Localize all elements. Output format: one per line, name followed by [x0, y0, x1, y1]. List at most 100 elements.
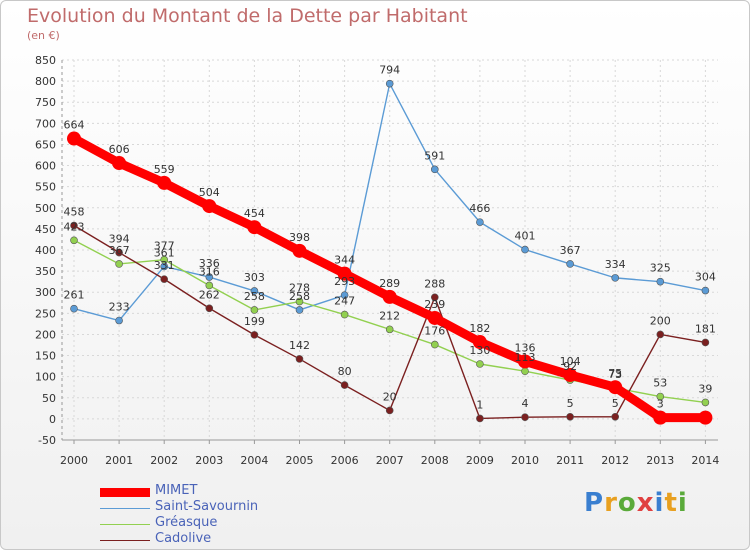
y-tick-label: 500	[35, 202, 56, 215]
point-saint-savournin	[521, 245, 529, 254]
legend-swatch-cadolive	[100, 540, 150, 541]
data-label-saint-savournin: 303	[244, 271, 265, 284]
point-cadolive	[701, 338, 710, 347]
data-label-gr-asque: 113	[515, 351, 536, 364]
data-label-cadolive: 262	[199, 288, 220, 301]
point-saint-savournin	[70, 304, 78, 313]
data-label-cadolive: 181	[695, 322, 716, 335]
point-gr-asque	[160, 255, 168, 264]
point-cadolive	[656, 330, 665, 339]
data-label-cadolive: 200	[650, 314, 671, 327]
point-gr-asque	[70, 236, 78, 245]
data-label-cadolive: 80	[338, 365, 352, 378]
x-tick-label: 2009	[466, 454, 494, 467]
point-saint-savournin	[385, 79, 394, 88]
point-saint-savournin	[205, 273, 214, 281]
data-label-mimet: 289	[379, 277, 400, 290]
point-gr-asque	[295, 297, 304, 306]
x-tick-label: 2006	[331, 454, 359, 467]
data-label-gr-asque: 53	[653, 377, 667, 390]
data-label-saint-savournin: 591	[424, 149, 445, 162]
data-label-gr-asque: 73	[608, 368, 622, 381]
y-tick-label: 650	[35, 138, 56, 151]
y-tick-label: 150	[35, 350, 56, 363]
legend-label-greasque: Gréasque	[155, 515, 218, 530]
x-tick-label: 2007	[376, 454, 404, 467]
data-label-mimet: 182	[469, 322, 490, 335]
data-label-saint-savournin: 258	[289, 290, 310, 303]
y-tick-label: 300	[35, 286, 56, 299]
data-label-saint-savournin: 336	[199, 257, 220, 270]
chart-subtitle: (en €)	[27, 29, 60, 42]
data-label-gr-asque: 176	[424, 325, 445, 338]
point-cadolive	[70, 221, 78, 230]
y-tick-label: 50	[42, 392, 56, 405]
data-label-saint-savournin: 401	[515, 230, 536, 243]
data-label-saint-savournin: 261	[64, 289, 85, 302]
legend-label-saint-savournin: Saint-Savournin	[155, 499, 259, 514]
y-tick-label: 850	[35, 54, 56, 67]
data-label-mimet: 559	[154, 163, 175, 176]
y-tick-label: 250	[35, 307, 56, 320]
chart-series	[67, 79, 713, 425]
data-label-mimet: 3	[657, 398, 664, 411]
chart-data-labels: 261 233 361 336 303 258 293 794 591 466 401 367 334 3…	[64, 64, 716, 412]
data-label-gr-asque: 130	[469, 344, 490, 357]
data-label-cadolive: 142	[289, 339, 310, 352]
point-cadolive	[521, 413, 529, 422]
data-label-mimet: 398	[289, 231, 310, 244]
x-tick-label: 2011	[556, 454, 584, 467]
y-tick-label: -50	[38, 434, 56, 447]
data-label-saint-savournin: 304	[695, 271, 716, 284]
point-mimet	[292, 243, 307, 258]
data-label-gr-asque: 316	[199, 265, 220, 278]
data-label-saint-savournin: 466	[469, 202, 490, 215]
x-tick-label: 2000	[60, 454, 88, 467]
point-mimet	[427, 310, 442, 325]
point-gr-asque	[656, 392, 665, 401]
point-mimet	[518, 354, 532, 369]
data-label-mimet: 239	[424, 298, 445, 311]
data-label-gr-asque: 39	[698, 382, 712, 395]
point-cadolive	[295, 355, 304, 363]
point-mimet	[472, 335, 487, 350]
data-label-mimet: 454	[244, 207, 265, 220]
point-cadolive	[115, 248, 123, 257]
point-cadolive	[205, 304, 214, 313]
point-saint-savournin	[250, 287, 259, 295]
point-gr-asque	[385, 325, 394, 334]
point-mimet	[698, 410, 713, 425]
x-tick-label: 2003	[195, 454, 223, 467]
y-tick-label: 800	[35, 75, 56, 88]
data-label-saint-savournin: 794	[379, 64, 400, 77]
point-gr-asque	[521, 367, 529, 375]
legend-label-cadolive: Cadolive	[155, 531, 212, 546]
point-mimet	[112, 156, 127, 171]
point-saint-savournin	[295, 306, 304, 314]
data-label-gr-asque: 278	[289, 282, 310, 295]
point-cadolive	[340, 381, 349, 389]
point-saint-savournin	[476, 218, 484, 226]
point-saint-savournin	[430, 165, 439, 174]
data-label-gr-asque: 423	[64, 220, 85, 233]
data-label-gr-asque: 212	[379, 309, 400, 322]
legend-swatch-greasque	[100, 524, 150, 525]
data-label-cadolive: 5	[567, 397, 574, 410]
data-label-mimet: 104	[560, 355, 581, 368]
data-label-cadolive: 199	[244, 315, 265, 328]
data-label-mimet: 606	[109, 143, 130, 156]
x-tick-label: 2008	[421, 454, 449, 467]
data-label-mimet: 136	[515, 341, 536, 354]
point-cadolive	[566, 412, 574, 421]
y-tick-label: 400	[35, 244, 56, 257]
proxiti-logo: Proxiti	[584, 488, 688, 518]
y-tick-label: 350	[35, 265, 56, 278]
x-tick-label: 2005	[286, 454, 314, 467]
point-mimet	[247, 220, 262, 235]
point-gr-asque	[205, 281, 214, 290]
point-cadolive	[385, 406, 394, 415]
point-cadolive	[476, 414, 484, 423]
y-tick-label: 750	[35, 96, 56, 109]
point-saint-savournin	[566, 260, 574, 268]
